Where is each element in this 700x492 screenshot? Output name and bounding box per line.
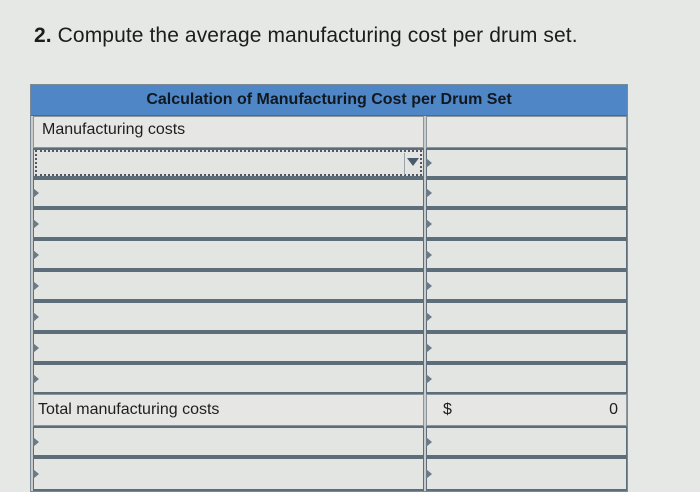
dropdown-divider bbox=[404, 153, 405, 175]
total-amount: 0 bbox=[609, 401, 618, 418]
cost-item-dropdown[interactable] bbox=[33, 148, 424, 178]
input-marker-icon bbox=[426, 158, 432, 168]
total-label-cell: Total manufacturing costs bbox=[33, 394, 424, 426]
manufacturing-cost-table: Calculation of Manufacturing Cost per Dr… bbox=[30, 84, 628, 492]
input-marker-icon bbox=[33, 373, 39, 384]
chevron-down-icon[interactable] bbox=[407, 158, 419, 166]
amount-input[interactable] bbox=[426, 363, 627, 394]
amount-input[interactable] bbox=[426, 178, 627, 208]
question-body: Compute the average manufacturing cost p… bbox=[57, 24, 578, 47]
input-marker-icon bbox=[33, 436, 39, 447]
table-row bbox=[31, 148, 627, 178]
input-marker-icon bbox=[426, 342, 432, 353]
amount-input[interactable] bbox=[426, 426, 627, 457]
amount-input[interactable] bbox=[426, 148, 627, 178]
input-marker-icon bbox=[33, 280, 39, 291]
input-marker-icon bbox=[33, 342, 39, 353]
total-row: Total manufacturing costs $ 0 bbox=[31, 394, 627, 426]
amount-input[interactable] bbox=[426, 457, 627, 491]
cost-item-input[interactable] bbox=[33, 208, 424, 239]
cost-item-input[interactable] bbox=[33, 457, 424, 491]
amount-input[interactable] bbox=[426, 239, 627, 270]
table-row bbox=[31, 363, 627, 394]
total-amount-cell: $ 0 bbox=[426, 394, 627, 426]
section-label-cell: Manufacturing costs bbox=[33, 116, 424, 148]
input-marker-icon bbox=[426, 311, 432, 322]
table-row bbox=[31, 426, 627, 457]
table-row bbox=[31, 332, 627, 363]
input-marker-icon bbox=[33, 218, 39, 229]
cost-item-input[interactable] bbox=[33, 332, 424, 363]
table-row bbox=[31, 178, 627, 208]
input-marker-icon bbox=[33, 188, 39, 198]
table-title: Calculation of Manufacturing Cost per Dr… bbox=[31, 85, 627, 116]
section-label: Manufacturing costs bbox=[42, 121, 186, 138]
input-marker-icon bbox=[426, 249, 432, 260]
question-number: 2. bbox=[34, 24, 52, 47]
input-marker-icon bbox=[426, 436, 432, 447]
total-label: Total manufacturing costs bbox=[38, 401, 220, 418]
cost-item-input[interactable] bbox=[33, 178, 424, 208]
input-marker-icon bbox=[426, 188, 432, 198]
section-label-row: Manufacturing costs bbox=[31, 116, 627, 148]
table-row bbox=[31, 270, 627, 301]
currency-symbol: $ bbox=[443, 401, 452, 418]
input-marker-icon bbox=[426, 469, 432, 479]
cost-item-input[interactable] bbox=[33, 301, 424, 332]
input-marker-icon bbox=[33, 249, 39, 260]
input-marker-icon bbox=[33, 311, 39, 322]
amount-input[interactable] bbox=[426, 301, 627, 332]
amount-input[interactable] bbox=[426, 270, 627, 301]
cost-item-input[interactable] bbox=[33, 239, 424, 270]
amount-input[interactable] bbox=[426, 208, 627, 239]
table-row bbox=[31, 208, 627, 239]
table-row bbox=[31, 301, 627, 332]
section-amount-cell bbox=[426, 116, 627, 148]
input-marker-icon bbox=[426, 218, 432, 229]
cost-item-input[interactable] bbox=[33, 363, 424, 394]
input-marker-icon bbox=[426, 280, 432, 291]
question-text: 2. Compute the average manufacturing cos… bbox=[34, 24, 578, 48]
table-row bbox=[31, 239, 627, 270]
input-marker-icon bbox=[33, 469, 39, 479]
cost-item-input[interactable] bbox=[33, 426, 424, 457]
amount-input[interactable] bbox=[426, 332, 627, 363]
cost-item-input[interactable] bbox=[33, 270, 424, 301]
table-row bbox=[31, 457, 627, 491]
input-marker-icon bbox=[426, 373, 432, 384]
